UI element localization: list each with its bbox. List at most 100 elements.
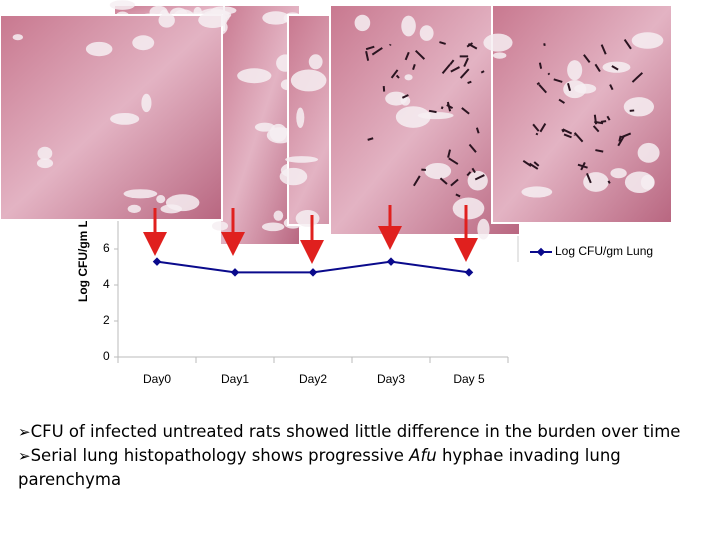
- tissue-space: [156, 195, 166, 204]
- point-marker: [230, 268, 240, 277]
- hyphae: [474, 174, 485, 181]
- hyphae: [586, 173, 592, 184]
- hyphae: [594, 63, 601, 73]
- hyphae: [389, 43, 392, 46]
- hyphae: [532, 123, 540, 132]
- hyphae: [449, 59, 455, 66]
- tissue-space: [419, 25, 434, 41]
- tissue-space: [492, 52, 507, 59]
- tissue-space: [165, 194, 200, 212]
- tissue-space: [261, 222, 285, 232]
- bullet-text: Afu: [409, 446, 437, 465]
- hyphae: [455, 193, 461, 198]
- hyphae: [390, 69, 399, 79]
- hyphae: [535, 132, 539, 136]
- tissue-space: [640, 174, 655, 190]
- tissue-space: [273, 210, 284, 221]
- point-marker: [386, 257, 396, 266]
- hyphae: [558, 98, 566, 104]
- hyphae: [441, 63, 451, 75]
- point-marker: [152, 257, 162, 266]
- tissue-space: [623, 97, 655, 117]
- bullet: ➢CFU of infected untreated rats showed l…: [18, 420, 708, 444]
- tissue-space: [483, 33, 513, 52]
- hyphae: [446, 101, 452, 112]
- y-tick-label: 0: [103, 349, 110, 363]
- bullet: ➢Serial lung histopathology shows progre…: [18, 444, 708, 492]
- bullet-text: hyphae invading lung parenchyma: [18, 446, 621, 489]
- hyphae: [463, 57, 469, 67]
- tissue-space: [36, 158, 54, 169]
- hyphae: [577, 163, 588, 169]
- hyphae: [573, 132, 584, 143]
- hyphae: [561, 128, 565, 133]
- tissue-space: [290, 69, 327, 92]
- tissue-space: [452, 197, 485, 220]
- tissue-space: [211, 221, 229, 231]
- bullet-icon: ➢: [18, 447, 31, 465]
- hyphae: [367, 137, 374, 141]
- tissue-space: [567, 60, 583, 81]
- hyphae: [600, 44, 607, 55]
- x-tick-label: Day0: [143, 372, 171, 386]
- hyphae: [466, 171, 472, 177]
- tissue-space: [37, 146, 53, 161]
- tissue-space: [237, 68, 272, 84]
- x-tick-label: Day2: [299, 372, 327, 386]
- tissue-space: [295, 209, 320, 227]
- hyphae: [567, 82, 572, 91]
- tissue-space: [279, 167, 308, 186]
- hyphae: [618, 135, 622, 142]
- hyphae: [631, 72, 644, 83]
- hyphae: [538, 62, 543, 69]
- tissue-space: [123, 189, 158, 199]
- bullet-text: CFU of infected untreated rats showed li…: [30, 422, 681, 441]
- tissue-space: [198, 12, 228, 28]
- tissue-space: [401, 15, 416, 37]
- hyphae: [461, 107, 470, 115]
- hyphae: [414, 49, 426, 60]
- hyphae: [553, 78, 563, 83]
- hyphae: [593, 114, 598, 125]
- hyphae: [448, 157, 459, 165]
- hyphae: [413, 175, 421, 187]
- legend-label: Log CFU/gm Lung: [555, 244, 653, 258]
- tissue-space: [583, 172, 609, 192]
- tissue-space: [631, 32, 664, 49]
- tissue-space: [109, 0, 136, 10]
- hyphae: [401, 94, 409, 99]
- bullet-icon: ➢: [18, 423, 31, 441]
- hyphae: [439, 177, 448, 185]
- tissue-space: [141, 93, 152, 113]
- point-marker: [464, 268, 474, 277]
- tissue-space: [637, 142, 660, 163]
- hyphae: [447, 149, 452, 158]
- tissue-space: [404, 74, 413, 81]
- tissue-space: [132, 35, 155, 51]
- hyphae: [592, 125, 600, 133]
- hyphae: [428, 109, 437, 114]
- hyphae: [475, 127, 480, 134]
- tissue-space: [467, 170, 488, 191]
- hyphae: [467, 80, 472, 85]
- y-tick-label: 6: [103, 241, 110, 255]
- legend-marker: [536, 247, 546, 257]
- hyphae: [563, 133, 572, 139]
- hyphae: [365, 50, 370, 61]
- hyphae: [439, 41, 446, 45]
- hyphae: [466, 42, 474, 48]
- hyphae: [468, 143, 477, 153]
- tissue-space: [610, 168, 627, 179]
- y-tick-label: 4: [103, 277, 110, 291]
- histology-images: [0, 0, 673, 246]
- hyphae: [450, 178, 459, 187]
- tissue-space: [85, 41, 113, 57]
- hyphae: [529, 162, 539, 170]
- x-tick-label: Day3: [377, 372, 405, 386]
- hyphae: [440, 106, 444, 110]
- hyphae: [450, 66, 460, 73]
- hyphae: [606, 115, 611, 121]
- tissue-space: [354, 14, 371, 32]
- red-arrows: [143, 205, 478, 264]
- hyphae: [623, 38, 632, 50]
